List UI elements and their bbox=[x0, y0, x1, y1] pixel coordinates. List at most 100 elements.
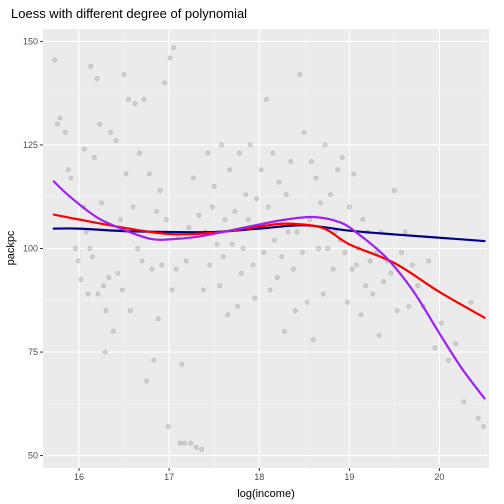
data-point bbox=[354, 263, 358, 267]
data-point bbox=[244, 193, 248, 197]
data-point bbox=[336, 168, 340, 172]
data-point bbox=[392, 188, 396, 192]
data-point bbox=[168, 56, 172, 60]
data-point bbox=[208, 263, 212, 267]
data-point bbox=[352, 172, 356, 176]
data-point bbox=[182, 441, 186, 445]
data-point bbox=[403, 230, 407, 234]
data-point bbox=[131, 205, 135, 209]
data-point bbox=[284, 193, 288, 197]
data-point bbox=[253, 296, 257, 300]
data-point bbox=[298, 72, 302, 76]
data-point bbox=[311, 338, 315, 342]
data-point bbox=[389, 271, 393, 275]
data-point bbox=[271, 151, 275, 155]
data-point bbox=[156, 317, 160, 321]
y-tick-label: 100 bbox=[23, 244, 38, 254]
data-point bbox=[191, 176, 195, 180]
y-tick-label: 75 bbox=[28, 347, 38, 357]
data-point bbox=[101, 284, 105, 288]
data-point bbox=[282, 329, 286, 333]
data-point bbox=[158, 188, 162, 192]
data-point bbox=[55, 122, 59, 126]
data-point bbox=[446, 358, 450, 362]
data-point bbox=[246, 217, 250, 221]
data-point bbox=[293, 309, 297, 313]
data-point bbox=[321, 292, 325, 296]
data-point bbox=[164, 217, 168, 221]
data-point bbox=[92, 155, 96, 159]
data-point bbox=[439, 321, 443, 325]
data-point bbox=[90, 255, 94, 259]
data-point bbox=[104, 309, 108, 313]
data-point bbox=[268, 288, 272, 292]
data-point bbox=[248, 143, 252, 147]
data-point bbox=[197, 213, 201, 217]
data-point bbox=[180, 362, 184, 366]
data-point bbox=[237, 151, 241, 155]
data-point bbox=[254, 197, 258, 201]
data-point bbox=[73, 246, 77, 250]
data-point bbox=[174, 267, 178, 271]
data-point bbox=[377, 333, 381, 337]
data-point bbox=[96, 292, 100, 296]
data-point bbox=[79, 277, 83, 281]
data-point bbox=[476, 416, 480, 420]
data-point bbox=[314, 176, 318, 180]
data-point bbox=[212, 184, 216, 188]
data-point bbox=[145, 379, 149, 383]
data-point bbox=[199, 447, 203, 451]
x-tick-label: 19 bbox=[344, 472, 354, 482]
x-tick-label: 20 bbox=[434, 472, 444, 482]
data-point bbox=[400, 251, 404, 255]
data-point bbox=[133, 101, 137, 105]
data-point bbox=[427, 259, 431, 263]
data-point bbox=[111, 329, 115, 333]
data-point bbox=[395, 309, 399, 313]
data-point bbox=[126, 97, 130, 101]
x-tick-label: 18 bbox=[254, 472, 264, 482]
data-point bbox=[291, 267, 295, 271]
data-point bbox=[107, 275, 111, 279]
data-point bbox=[233, 209, 237, 213]
data-point bbox=[170, 288, 174, 292]
data-point bbox=[221, 255, 225, 259]
data-point bbox=[53, 58, 57, 62]
data-point bbox=[108, 130, 112, 134]
data-point bbox=[124, 172, 128, 176]
data-point bbox=[317, 246, 321, 250]
data-point bbox=[114, 139, 118, 143]
data-point bbox=[223, 217, 227, 221]
chart-title: Loess with different degree of polynomia… bbox=[11, 6, 247, 21]
data-point bbox=[63, 130, 67, 134]
data-point bbox=[275, 275, 279, 279]
data-point bbox=[128, 309, 132, 313]
data-point bbox=[189, 441, 193, 445]
data-point bbox=[363, 284, 367, 288]
data-point bbox=[226, 313, 230, 317]
data-point bbox=[154, 209, 158, 213]
data-point bbox=[481, 424, 485, 428]
data-point bbox=[103, 350, 107, 354]
data-point bbox=[345, 300, 349, 304]
data-point bbox=[206, 151, 210, 155]
data-point bbox=[116, 271, 120, 275]
data-point bbox=[277, 180, 281, 184]
data-point bbox=[462, 400, 466, 404]
data-point bbox=[137, 151, 141, 155]
data-point bbox=[469, 300, 473, 304]
data-point bbox=[347, 205, 351, 209]
data-point bbox=[262, 251, 266, 255]
data-point bbox=[251, 263, 255, 267]
data-point bbox=[84, 230, 88, 234]
data-point bbox=[259, 168, 263, 172]
data-point bbox=[340, 155, 344, 159]
data-point bbox=[184, 259, 188, 263]
y-axis-title: packpc bbox=[5, 230, 17, 265]
data-point bbox=[264, 97, 268, 101]
data-point bbox=[187, 226, 191, 230]
data-point bbox=[309, 159, 313, 163]
data-point bbox=[150, 267, 154, 271]
data-point bbox=[219, 143, 223, 147]
data-point bbox=[227, 168, 231, 172]
